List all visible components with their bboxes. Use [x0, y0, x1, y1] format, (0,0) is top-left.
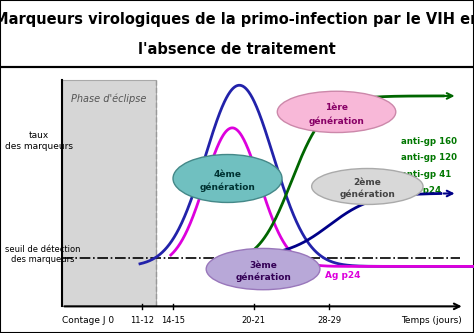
- Text: anti-gp 120: anti-gp 120: [401, 153, 456, 162]
- Text: anti-gp 160: anti-gp 160: [401, 137, 456, 146]
- Text: 3ème: 3ème: [249, 260, 277, 270]
- Text: anti-gp 41: anti-gp 41: [401, 170, 451, 179]
- Ellipse shape: [312, 168, 423, 204]
- Text: génération: génération: [200, 182, 255, 192]
- Text: 20-21: 20-21: [242, 316, 265, 325]
- Text: génération: génération: [235, 273, 291, 282]
- Text: 28-29: 28-29: [318, 316, 341, 325]
- Bar: [62, 80, 156, 306]
- Text: Marqueurs virologiques de la primo-infection par le VIH en: Marqueurs virologiques de la primo-infec…: [0, 12, 474, 28]
- Text: 4ème: 4ème: [213, 170, 242, 179]
- Text: génération: génération: [309, 117, 365, 126]
- Ellipse shape: [206, 248, 320, 290]
- Text: 2ème: 2ème: [354, 178, 381, 187]
- Text: Phase d'éclipse: Phase d'éclipse: [71, 93, 147, 104]
- Ellipse shape: [277, 91, 396, 133]
- Text: anti-p24: anti-p24: [401, 186, 442, 195]
- Text: 11-12: 11-12: [130, 316, 154, 325]
- Text: Temps (jours): Temps (jours): [401, 316, 462, 325]
- Text: Contage J 0: Contage J 0: [62, 316, 114, 325]
- Text: 1ère: 1ère: [325, 103, 348, 113]
- Text: taux
des marqueurs: taux des marqueurs: [5, 132, 73, 151]
- Ellipse shape: [173, 155, 282, 202]
- Text: génération: génération: [339, 189, 395, 199]
- Text: Ag p24: Ag p24: [325, 271, 360, 280]
- Text: seuil de détection
des marqueurs: seuil de détection des marqueurs: [5, 245, 80, 264]
- Text: l'absence de traitement: l'absence de traitement: [138, 42, 336, 58]
- Text: 14-15: 14-15: [161, 316, 185, 325]
